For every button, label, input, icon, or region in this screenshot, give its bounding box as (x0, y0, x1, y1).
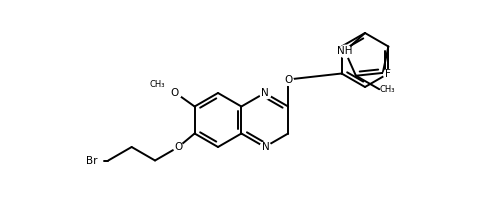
Text: F: F (386, 69, 392, 79)
Text: N: N (262, 142, 270, 152)
Text: N: N (261, 87, 268, 97)
Text: Br: Br (86, 155, 98, 165)
Text: CH₃: CH₃ (380, 85, 395, 94)
Text: NH: NH (337, 46, 352, 56)
Text: CH₃: CH₃ (150, 79, 166, 89)
Text: O: O (174, 142, 182, 152)
Text: O: O (170, 87, 179, 97)
Text: O: O (284, 75, 292, 85)
